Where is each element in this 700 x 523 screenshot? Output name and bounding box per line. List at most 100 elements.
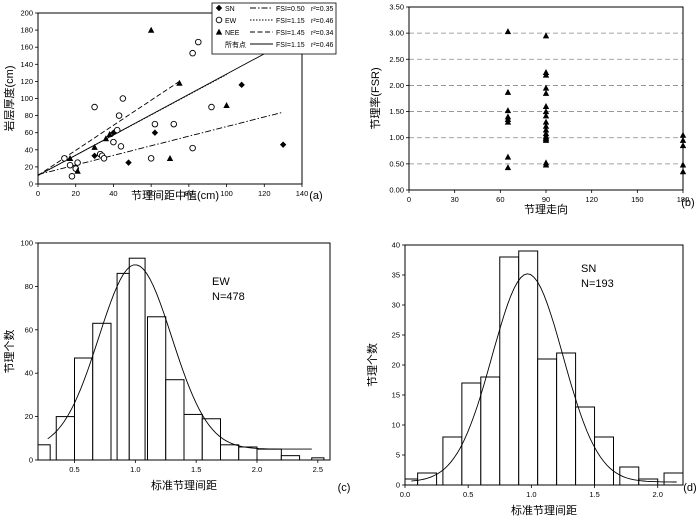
legend-name: EW (225, 18, 237, 25)
x-tick-label: 0.5 (69, 465, 79, 474)
x-tick-label: 1.0 (130, 465, 140, 474)
y-axis-label: 岩层厚度(cm) (2, 66, 16, 132)
histogram-bar (404, 478, 419, 486)
histogram-bar (480, 376, 501, 486)
y-tick-label: 1.00 (389, 133, 404, 142)
point-fsr (542, 126, 550, 133)
y-tick-label: 0 (396, 481, 400, 490)
legend-r2: r²=0.46 (311, 18, 333, 25)
y-tick-label: 40 (25, 145, 33, 154)
x-tick-label: 2.0 (252, 465, 262, 474)
histogram-bar (183, 413, 203, 461)
y-tick-label: 100 (20, 94, 33, 103)
point-NEE (147, 26, 155, 33)
histogram-bar (37, 444, 51, 461)
histogram-bar (663, 472, 684, 486)
point-NEE (166, 154, 174, 161)
histogram-bar (128, 257, 146, 461)
y-tick-label: 60 (25, 128, 33, 137)
legend-marker-EW (215, 16, 223, 24)
point-fsr (542, 89, 550, 96)
normal-fit-curve (411, 273, 677, 483)
point-EW (91, 103, 98, 111)
legend-fsi: FSI=1.15 (276, 42, 305, 49)
legend-fsi: FSI=1.15 (276, 18, 305, 25)
x-tick-label: 120 (585, 195, 598, 204)
y-axis-label: 节理个数 (366, 343, 379, 387)
legend-r2: r²=0.35 (311, 6, 333, 13)
y-tick-label: 120 (20, 77, 33, 86)
y-tick-label: 20 (25, 412, 33, 421)
panel-d-sn-histogram: 0.0 0.5 1.0 1.5 2.0 0 5 10 15 20 25 30 35 40 标准节理间距 节理个… (366, 241, 697, 518)
legend-box (211, 2, 337, 55)
x-axis-label: 节理走向 (524, 202, 568, 216)
histogram-bar (220, 444, 240, 461)
x-tick-label: 0 (407, 195, 411, 204)
histogram-bar (147, 316, 167, 461)
histogram-bar (417, 472, 438, 486)
point-EW (115, 112, 123, 119)
fit-line-所有点 (38, 33, 302, 176)
point-SN (151, 129, 159, 136)
point-fsr (542, 32, 550, 39)
panel-c-ew-histogram: 0.5 1.0 1.5 2.0 2.5 0 20 40 60 80 100 标准节理间距 节理个数 EW N… (3, 239, 350, 495)
y-tick-label: 20 (392, 361, 400, 370)
panel-label: (c) (338, 482, 351, 494)
point-fsr (542, 108, 550, 115)
x-tick-label: 0 (36, 189, 40, 198)
point-fsr (504, 28, 512, 35)
histogram-bar (537, 358, 558, 486)
histogram-bar (575, 406, 596, 486)
x-tick-label: 2.5 (313, 465, 323, 474)
panel-b-fsr-vs-strike: 0 30 60 90 120 150 180 0.00 0.50 1.00 1.50 2.00 2.50… (368, 3, 695, 217)
x-axis-label: 标准节理间距 (511, 503, 577, 517)
x-tick-label: 60 (147, 189, 155, 198)
x-tick-label: 140 (296, 189, 309, 198)
point-SN (91, 152, 98, 159)
y-tick-label: 80 (25, 111, 33, 120)
point-EW (119, 95, 127, 102)
histogram-bar (165, 379, 185, 461)
histogram-bar (201, 418, 221, 461)
plot-frame (37, 242, 331, 461)
y-tick-label: 0 (29, 456, 33, 465)
x-tick-label: 150 (631, 195, 644, 204)
point-NEE (176, 79, 183, 86)
point-NEE (91, 143, 98, 150)
point-SN (238, 81, 245, 89)
x-tick-label: 80 (185, 189, 193, 198)
y-tick-label: 3.50 (389, 3, 404, 12)
legend-name: 所有点 (225, 40, 246, 49)
x-tick-label: 30 (450, 195, 458, 204)
point-fsr (542, 161, 550, 168)
point-EW (170, 120, 178, 128)
point-NEE (66, 154, 74, 161)
point-EW (61, 155, 68, 162)
annotation-group: SN (581, 263, 596, 275)
y-axis-label: 节理率(FSR) (368, 67, 382, 129)
histogram-bar (499, 256, 520, 486)
point-SN (279, 141, 287, 148)
legend-r2: r²=0.34 (311, 30, 333, 37)
annotation-group: EW (212, 276, 230, 288)
x-tick-label: 100 (220, 189, 233, 198)
y-tick-label: 60 (25, 325, 33, 334)
x-tick-label: 90 (542, 195, 550, 204)
histogram-bar (74, 357, 94, 461)
point-fsr (542, 102, 550, 109)
y-tick-label: 2.50 (389, 55, 404, 64)
point-EW (189, 144, 196, 152)
histogram-bar (116, 272, 130, 461)
point-fsr (542, 122, 550, 129)
histogram-bar (594, 436, 615, 486)
y-tick-label: 30 (392, 301, 400, 310)
point-fsr (504, 153, 512, 160)
normal-fit-curve (47, 264, 312, 450)
y-tick-label: 5 (396, 451, 400, 460)
y-tick-label: 2.00 (389, 81, 404, 90)
y-tick-label: 3.00 (389, 29, 404, 38)
legend-name: SN (225, 6, 235, 13)
y-tick-label: 40 (25, 369, 33, 378)
histogram-bar (442, 436, 463, 486)
point-EW (66, 161, 74, 169)
